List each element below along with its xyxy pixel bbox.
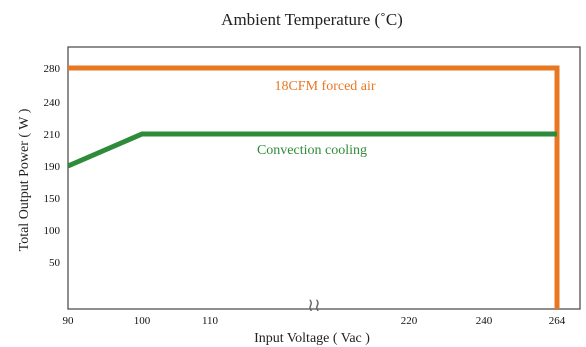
tick-label-layer: 50 100 150 190 210 240 280 90 100 110 220 240 264	[44, 63, 566, 327]
x-tick-label: 90	[63, 315, 75, 327]
y-tick-label: 150	[44, 193, 61, 205]
y-axis-label: Total Output Power ( W )	[17, 108, 32, 251]
series-layer	[67, 65, 560, 309]
series-label-layer: 18CFM forced air Convection cooling	[257, 79, 376, 158]
x-axis-label: Input Voltage ( Vac )	[254, 331, 370, 346]
y-tick-label: 210	[44, 129, 61, 141]
y-tick-label: 190	[44, 161, 61, 173]
series-label-forced-air: 18CFM forced air	[274, 79, 375, 94]
series-line-0	[68, 65, 560, 309]
x-tick-label: 264	[549, 315, 566, 327]
series-label-convection: Convection cooling	[257, 143, 367, 158]
x-tick-label: 240	[476, 315, 493, 327]
axis-break-layer: ≀≀	[307, 295, 321, 315]
axis-layer	[67, 46, 581, 310]
x-tick-label: 100	[134, 315, 151, 327]
chart-title: Ambient Temperature (˚C)	[221, 10, 403, 29]
series-line-1	[67, 131, 557, 169]
axis-break-symbol: ≀≀	[307, 295, 321, 315]
y-tick-label: 240	[44, 97, 61, 109]
x-tick-label: 220	[401, 315, 418, 327]
y-tick-label: 100	[44, 225, 61, 237]
y-tick-label: 50	[49, 257, 61, 269]
plot-area	[67, 46, 581, 310]
y-tick-label: 280	[44, 63, 61, 75]
x-tick-label: 110	[202, 315, 219, 327]
